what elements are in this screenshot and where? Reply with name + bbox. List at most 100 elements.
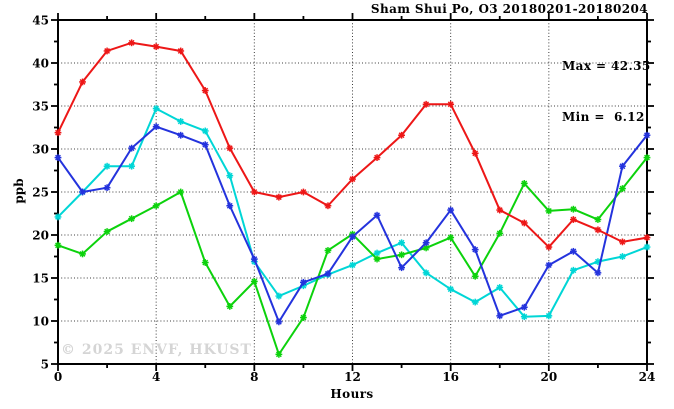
data-point-marker	[79, 188, 86, 196]
marker-stroke	[325, 247, 331, 254]
marker-stroke	[374, 256, 380, 263]
data-point-marker	[177, 131, 185, 139]
marker-stroke	[300, 189, 307, 195]
data-point-marker	[643, 131, 651, 139]
x-tick-label: 0	[54, 370, 62, 384]
marker-stroke	[153, 123, 160, 130]
data-point-marker	[398, 251, 405, 259]
data-point-marker	[103, 162, 111, 170]
y-tick-label: 20	[32, 229, 49, 243]
marker-stroke	[251, 278, 258, 285]
marker-stroke	[545, 207, 552, 214]
data-point-marker	[103, 228, 111, 235]
series-blue-line	[54, 123, 651, 326]
data-point-marker	[250, 278, 258, 285]
data-point-marker	[128, 162, 136, 170]
data-point-marker	[300, 278, 307, 286]
marker-stroke	[374, 154, 380, 161]
marker-stroke	[619, 163, 626, 170]
data-point-marker	[79, 78, 86, 86]
x-tick-label: 8	[250, 370, 258, 384]
marker-stroke	[644, 234, 650, 241]
data-point-marker	[545, 312, 553, 320]
data-point-marker	[471, 246, 479, 254]
marker-stroke	[275, 318, 282, 325]
data-point-marker	[300, 188, 307, 196]
y-tick-labels: 5 10 15 20 25 30 35 40 45	[32, 14, 49, 372]
marker-stroke	[496, 312, 503, 319]
data-point-marker	[300, 314, 307, 321]
marker-stroke	[202, 141, 209, 148]
data-point-marker	[594, 216, 602, 223]
data-point-marker	[619, 238, 626, 246]
data-point-marker	[54, 241, 62, 249]
marker-stroke	[349, 176, 356, 183]
marker-stroke	[55, 214, 61, 220]
marker-stroke	[496, 207, 503, 213]
plot-frame	[57, 19, 648, 365]
marker-stroke	[128, 215, 135, 222]
data-point-marker	[201, 141, 209, 149]
data-point-marker	[619, 162, 626, 170]
data-point-marker	[643, 243, 651, 251]
marker-stroke	[226, 172, 233, 179]
data-point-marker	[201, 87, 209, 94]
marker-stroke	[177, 118, 184, 125]
marker-stroke	[570, 248, 577, 255]
data-point-marker	[373, 211, 381, 219]
marker-stroke	[325, 270, 331, 277]
blue-line-markers	[54, 123, 651, 326]
data-point-marker	[643, 234, 651, 241]
marker-stroke	[153, 105, 160, 112]
data-point-marker	[54, 154, 62, 161]
data-point-marker	[324, 247, 332, 254]
marker-stroke	[251, 189, 258, 195]
y-tick-label: 15	[32, 272, 49, 286]
marker-stroke	[55, 129, 61, 136]
data-point-marker	[226, 172, 234, 180]
marker-stroke	[644, 132, 650, 139]
x-tick-label: 24	[639, 370, 656, 384]
marker-stroke	[545, 244, 552, 250]
data-point-marker	[496, 229, 504, 237]
y-tick-label: 10	[32, 315, 49, 329]
marker-stroke	[570, 267, 577, 274]
data-point-marker	[275, 292, 283, 300]
marker-stroke	[423, 101, 430, 108]
data-point-marker	[349, 175, 356, 183]
data-point-marker	[177, 188, 185, 196]
marker-stroke	[104, 48, 111, 54]
data-point-marker	[447, 234, 455, 241]
data-point-marker	[103, 47, 111, 55]
data-point-marker	[177, 47, 185, 55]
series-red-line	[54, 39, 651, 251]
data-point-marker	[324, 202, 332, 210]
data-point-marker	[152, 123, 160, 131]
marker-stroke	[202, 87, 209, 94]
marker-stroke	[472, 246, 479, 253]
max-value-label: Max = 42.35	[562, 59, 651, 73]
y-axis-title: ppb	[12, 178, 26, 204]
marker-stroke	[644, 244, 650, 250]
data-point-marker	[128, 144, 136, 152]
data-point-marker	[422, 239, 430, 247]
data-point-marker	[447, 100, 455, 108]
data-point-marker	[619, 253, 626, 260]
y-tick-label: 5	[41, 358, 49, 372]
x-tick-label: 16	[442, 370, 459, 384]
data-point-marker	[324, 270, 332, 278]
data-point-marker	[496, 206, 504, 214]
marker-stroke	[423, 239, 430, 246]
marker-stroke	[300, 314, 307, 321]
marker-stroke	[521, 220, 528, 226]
marker-stroke	[153, 202, 160, 209]
data-point-marker	[177, 118, 185, 125]
marker-stroke	[349, 233, 356, 240]
data-point-marker	[398, 131, 405, 139]
marker-stroke	[177, 189, 184, 195]
marker-stroke	[128, 39, 135, 46]
marker-stroke	[447, 234, 454, 241]
marker-stroke	[594, 269, 601, 276]
marker-stroke	[594, 216, 601, 223]
